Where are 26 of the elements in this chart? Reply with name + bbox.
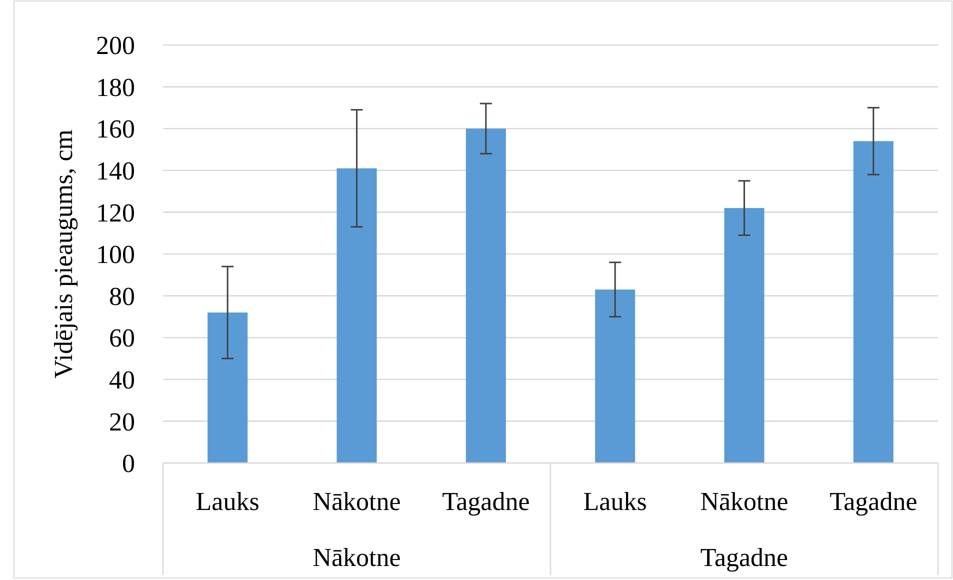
y-tick-label: 200: [96, 31, 135, 60]
y-tick-label: 20: [109, 407, 135, 436]
x-tick-label: Nākotne: [700, 487, 788, 516]
y-tick-label: 80: [109, 282, 135, 311]
bar: [208, 312, 248, 463]
x-tick-label: Tagadne: [442, 487, 530, 516]
x-tick-label: Lauks: [196, 487, 260, 516]
y-tick-label: 0: [122, 449, 135, 478]
y-tick-label: 180: [96, 72, 135, 102]
bar: [466, 128, 506, 463]
x-tick-label: Tagadne: [830, 487, 918, 516]
y-axis-title: Vidējais pieaugums, cm: [49, 130, 78, 378]
y-tick-label: 60: [109, 324, 135, 353]
text: Tagadne: [700, 543, 788, 572]
y-tick-label: 100: [96, 240, 135, 270]
x-tick-label: Lauks: [583, 487, 647, 516]
y-tick-label: 140: [96, 156, 135, 186]
bar: [724, 208, 764, 463]
y-tick-label: 160: [96, 114, 135, 144]
text: Nākotne: [312, 543, 401, 572]
y-tick-label: 120: [96, 198, 135, 228]
x-tick-label: Nākotne: [312, 487, 401, 516]
y-tick-label: 40: [109, 366, 135, 394]
bar: [853, 141, 894, 463]
bar: [595, 290, 636, 463]
bar: [336, 168, 377, 463]
